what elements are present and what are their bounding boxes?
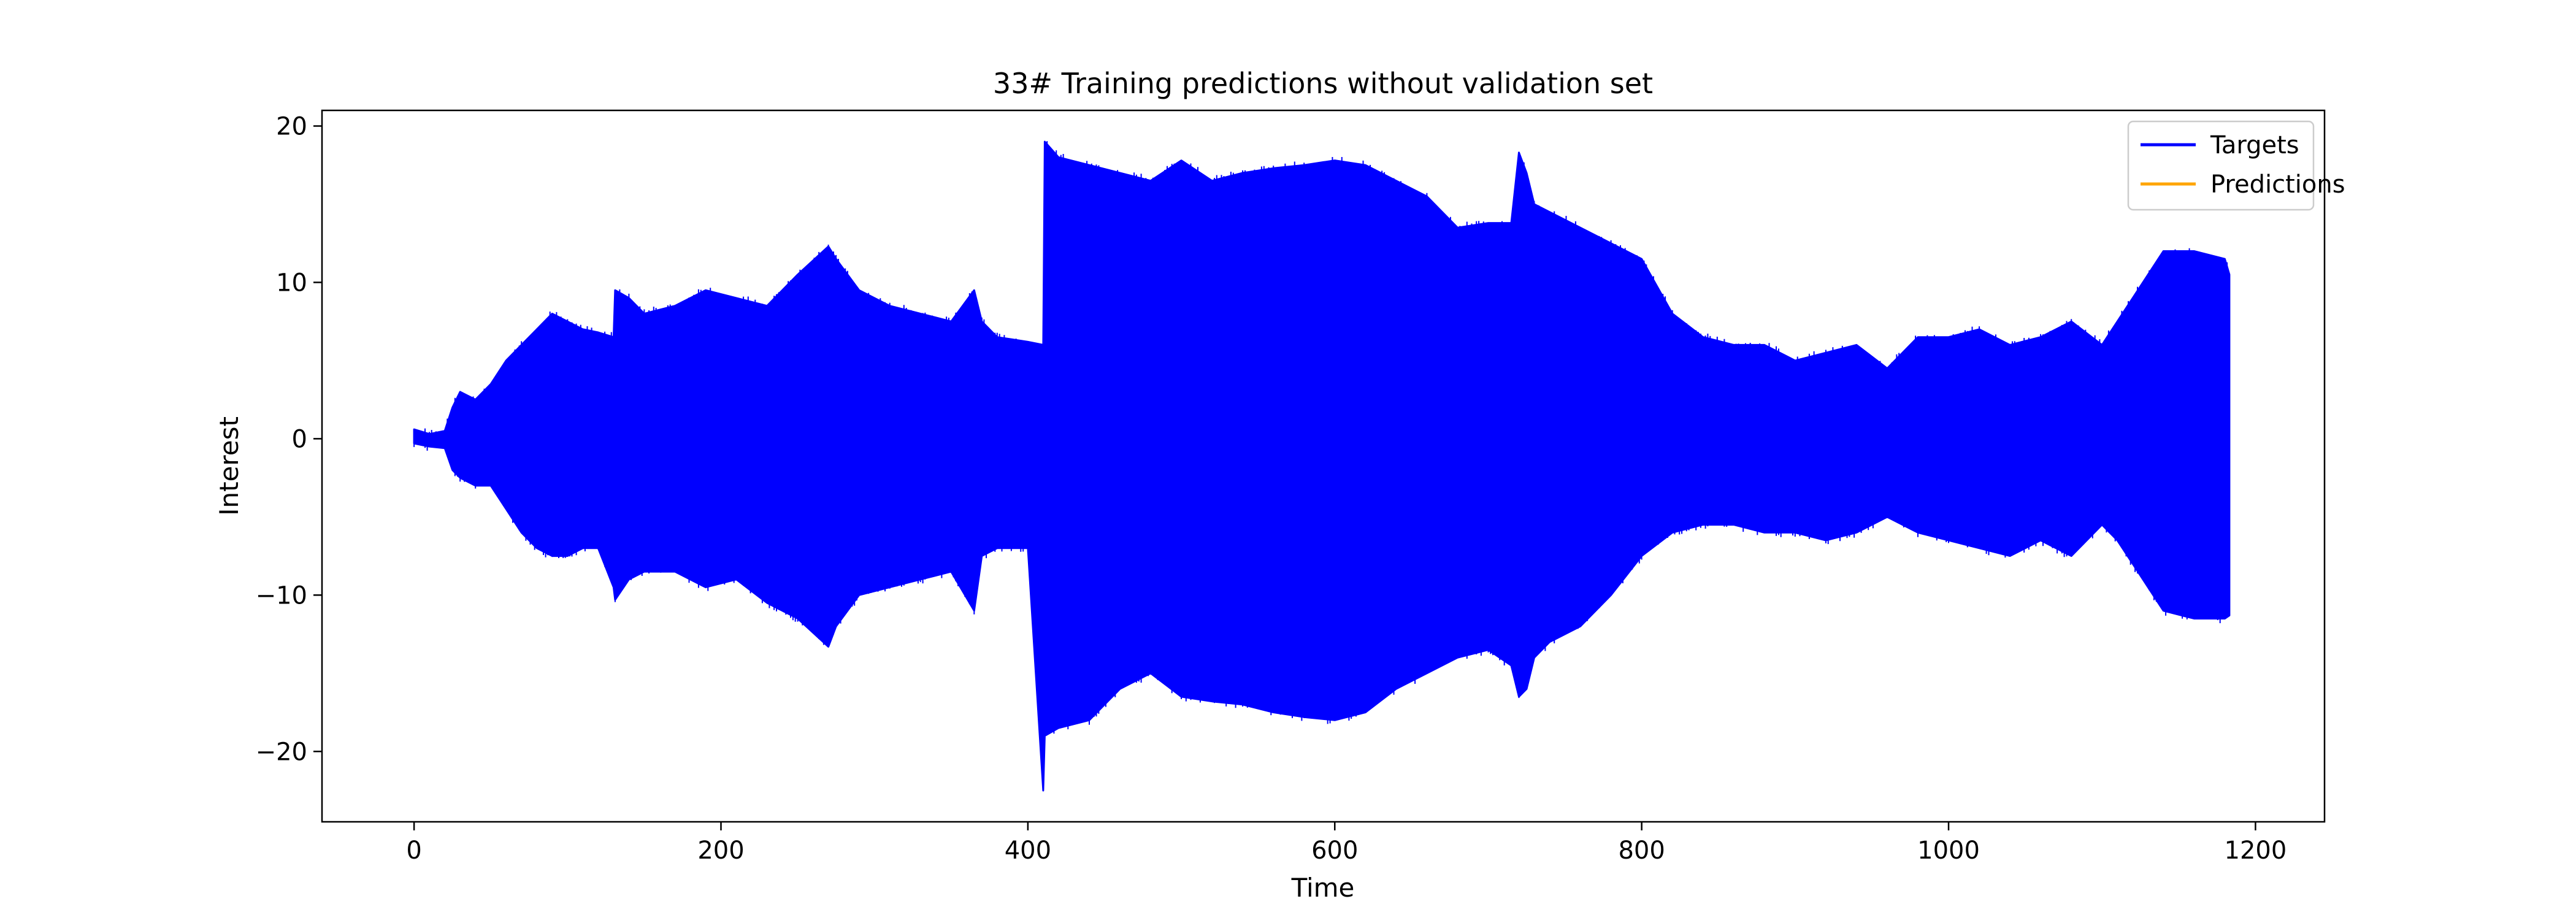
y-tick-label: −20 (256, 738, 307, 766)
y-tick-label: −10 (256, 581, 307, 610)
chart-title: 33# Training predictions without validat… (993, 67, 1653, 100)
legend: Targets Predictions (2127, 120, 2345, 211)
y-axis: −20 −10 0 10 20 (256, 112, 322, 766)
y-tick-label: 20 (276, 112, 307, 140)
x-tick-label: 1000 (1917, 837, 1980, 865)
x-tick-label: 400 (1005, 837, 1051, 865)
series-targets-line (413, 141, 2228, 785)
legend-label-predictions: Predictions (2210, 170, 2345, 199)
x-tick-label: 200 (697, 837, 744, 865)
x-tick-label: 600 (1311, 837, 1358, 865)
y-tick-label: 10 (276, 269, 307, 297)
y-tick-label: 0 (292, 425, 307, 453)
legend-label-targets: Targets (2210, 131, 2299, 159)
series-targets-band (413, 140, 2231, 792)
plot-area (413, 140, 2231, 792)
x-tick-label: 800 (1618, 837, 1665, 865)
y-axis-label: Interest (214, 416, 244, 516)
plot-frame (321, 109, 2326, 823)
x-tick-label: 1200 (2225, 837, 2287, 865)
x-tick-label: 0 (406, 837, 421, 865)
x-axis-label: Time (1291, 873, 1355, 903)
x-axis: 0 200 400 600 800 1000 1200 (406, 822, 2287, 865)
